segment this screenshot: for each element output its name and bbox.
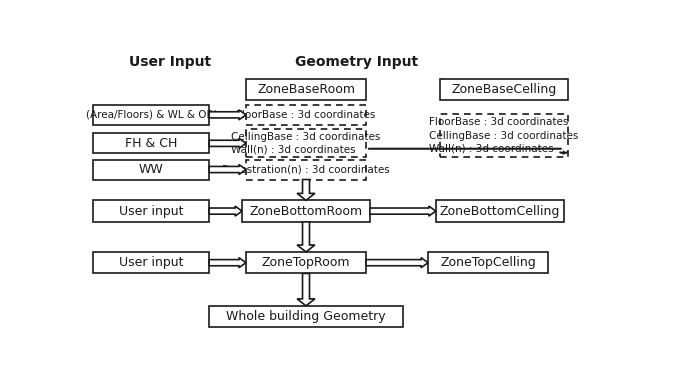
FancyBboxPatch shape — [440, 114, 567, 157]
Text: FH & CH: FH & CH — [125, 137, 177, 150]
FancyBboxPatch shape — [242, 200, 370, 222]
Text: ZoneBottomRoom: ZoneBottomRoom — [249, 205, 362, 218]
FancyBboxPatch shape — [93, 159, 209, 179]
FancyBboxPatch shape — [246, 252, 366, 273]
Text: FloorBase : 3d coordinates
CellingBase : 3d coordinates
Wall(n) : 3d coordinates: FloorBase : 3d coordinates CellingBase :… — [429, 117, 578, 154]
Polygon shape — [209, 206, 242, 216]
FancyBboxPatch shape — [246, 105, 366, 125]
Polygon shape — [297, 222, 315, 252]
Text: Fenestration(n) : 3d coordinates: Fenestration(n) : 3d coordinates — [222, 164, 390, 174]
Text: User Input: User Input — [129, 56, 211, 69]
Text: (Area/Floors) & WL & ORI: (Area/Floors) & WL & ORI — [86, 110, 217, 120]
Text: WW: WW — [139, 163, 163, 176]
FancyBboxPatch shape — [428, 252, 548, 273]
FancyBboxPatch shape — [246, 79, 366, 100]
FancyBboxPatch shape — [246, 129, 366, 157]
Polygon shape — [209, 110, 246, 120]
Polygon shape — [370, 206, 436, 216]
FancyBboxPatch shape — [209, 306, 403, 327]
Polygon shape — [209, 138, 246, 148]
FancyBboxPatch shape — [440, 79, 567, 100]
Text: User input: User input — [118, 256, 183, 269]
Polygon shape — [297, 273, 315, 306]
Polygon shape — [297, 179, 315, 200]
Text: CellingBase : 3d coordinates
Wall(n) : 3d coordinates: CellingBase : 3d coordinates Wall(n) : 3… — [232, 132, 381, 155]
Polygon shape — [209, 258, 246, 268]
Polygon shape — [366, 258, 428, 268]
Text: ZoneBaseCelling: ZoneBaseCelling — [451, 83, 556, 96]
Text: ZoneTopRoom: ZoneTopRoom — [262, 256, 350, 269]
FancyBboxPatch shape — [93, 200, 209, 222]
FancyBboxPatch shape — [93, 252, 209, 273]
Text: ZoneTopCelling: ZoneTopCelling — [440, 256, 536, 269]
FancyBboxPatch shape — [93, 105, 209, 125]
FancyBboxPatch shape — [93, 133, 209, 153]
Text: ZoneBaseRoom: ZoneBaseRoom — [257, 83, 355, 96]
Text: User input: User input — [118, 205, 183, 218]
FancyBboxPatch shape — [436, 200, 564, 222]
Text: Whole building Geometry: Whole building Geometry — [226, 310, 386, 323]
FancyBboxPatch shape — [246, 159, 366, 179]
Polygon shape — [209, 164, 246, 174]
Text: FloorBase : 3d coordinates: FloorBase : 3d coordinates — [236, 110, 376, 120]
Text: ZoneBottomCelling: ZoneBottomCelling — [439, 205, 560, 218]
Text: Geometry Input: Geometry Input — [295, 56, 418, 69]
